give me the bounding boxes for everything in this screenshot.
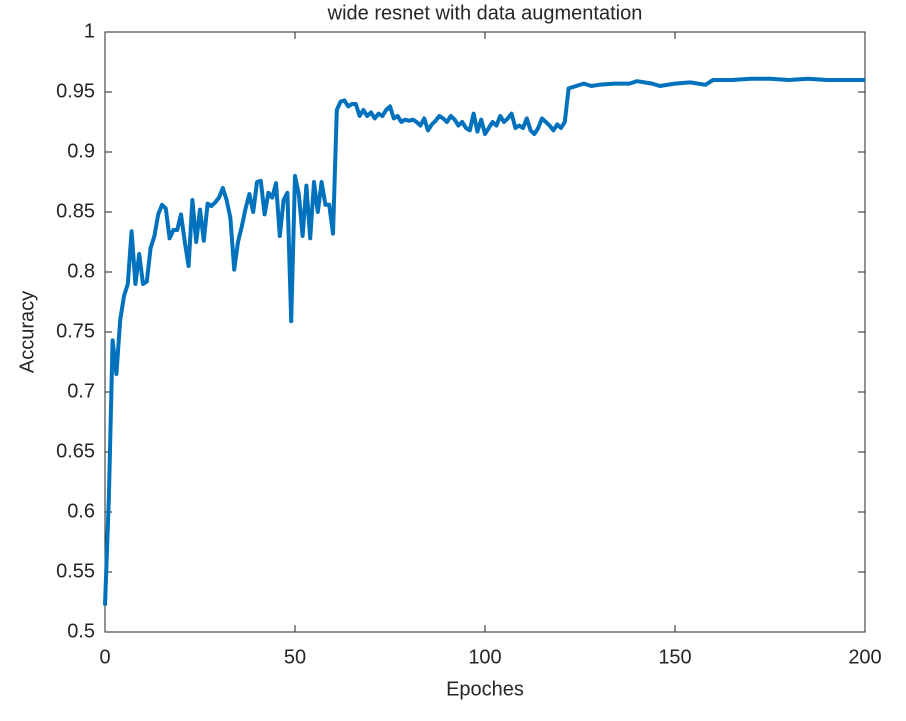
y-tick-label: 0.9 [67,140,95,162]
y-tick-label: 0.7 [67,380,95,402]
y-tick-label: 0.55 [56,560,95,582]
x-tick-label: 150 [658,646,691,668]
y-tick-label: 0.6 [67,500,95,522]
x-tick-label: 0 [99,646,110,668]
data-line [103,76,865,606]
y-axis-label: Accuracy [16,291,38,373]
x-axis-label: Epoches [446,678,524,700]
y-tick-label: 0.8 [67,260,95,282]
x-tick-label: 50 [284,646,306,668]
y-tick-label: 0.5 [67,620,95,642]
y-tick-label: 0.95 [56,80,95,102]
y-tick-label: 1 [84,20,95,42]
y-tick-label: 0.65 [56,440,95,462]
x-tick-label: 100 [468,646,501,668]
y-tick-label: 0.85 [56,200,95,222]
y-tick-label: 0.75 [56,320,95,342]
chart-title: wide resnet with data augmentation [327,2,643,24]
x-tick-label: 200 [848,646,881,668]
plot-area [104,31,866,633]
